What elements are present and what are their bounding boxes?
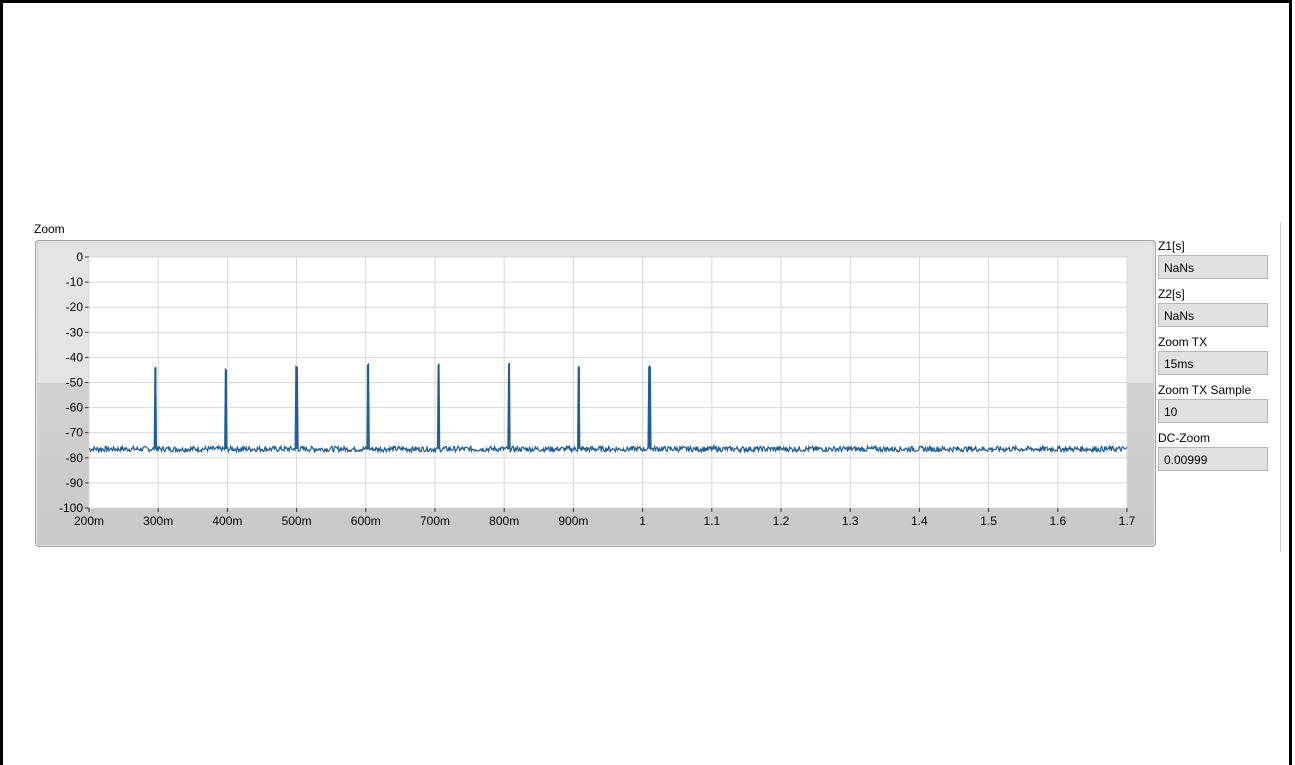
y-tick-label: -40 bbox=[66, 350, 84, 364]
x-tick-label: 400m bbox=[212, 514, 242, 528]
x-tick-label: 1.1 bbox=[703, 514, 720, 528]
x-tick-label: 200m bbox=[74, 514, 104, 528]
x-tick-label: 600m bbox=[351, 514, 381, 528]
panel-divider bbox=[1280, 222, 1281, 552]
y-tick-label: -30 bbox=[66, 325, 84, 339]
y-tick-label: 0 bbox=[76, 250, 83, 264]
x-tick-label: 900m bbox=[558, 514, 588, 528]
dc-zoom-label: DC-Zoom bbox=[1158, 431, 1211, 445]
zoom-tx-value: 15ms bbox=[1158, 351, 1268, 375]
x-tick-label: 1.4 bbox=[911, 514, 928, 528]
z2-label: Z2[s] bbox=[1158, 287, 1185, 301]
x-tick-label: 1.3 bbox=[842, 514, 859, 528]
y-tick-label: -90 bbox=[66, 476, 84, 490]
dc-zoom-value: 0.00999 bbox=[1158, 447, 1268, 471]
z2-value: NaNs bbox=[1158, 303, 1268, 327]
x-tick-label: 800m bbox=[489, 514, 519, 528]
x-tick-label: 1 bbox=[639, 514, 646, 528]
z1-value: NaNs bbox=[1158, 255, 1268, 279]
y-tick-label: -80 bbox=[66, 451, 84, 465]
x-tick-label: 1.7 bbox=[1119, 514, 1136, 528]
x-tick-label: 300m bbox=[143, 514, 173, 528]
x-tick-label: 1.5 bbox=[980, 514, 997, 528]
y-tick-label: -70 bbox=[66, 426, 84, 440]
signal-trace bbox=[88, 362, 1128, 455]
z1-label: Z1[s] bbox=[1158, 239, 1185, 253]
x-tick-label: 700m bbox=[420, 514, 450, 528]
y-tick-label: -100 bbox=[59, 501, 83, 515]
y-tick-label: -60 bbox=[66, 401, 84, 415]
y-tick-label: -50 bbox=[66, 376, 84, 390]
y-tick-label: -20 bbox=[66, 300, 84, 314]
indicator-panel: Z1[s] NaNs Z2[s] NaNs Zoom TX 15ms Zoom … bbox=[1158, 238, 1272, 478]
x-tick-label: 500m bbox=[282, 514, 312, 528]
graph-title: Zoom bbox=[34, 222, 65, 236]
zoom-tx-label: Zoom TX bbox=[1158, 335, 1208, 349]
zoom-tx-sample-label: Zoom TX Sample bbox=[1158, 383, 1252, 397]
y-tick-label: -10 bbox=[66, 275, 84, 289]
zoom-tx-sample-value: 10 bbox=[1158, 399, 1268, 423]
x-tick-label: 1.2 bbox=[773, 514, 790, 528]
x-tick-label: 1.6 bbox=[1049, 514, 1066, 528]
